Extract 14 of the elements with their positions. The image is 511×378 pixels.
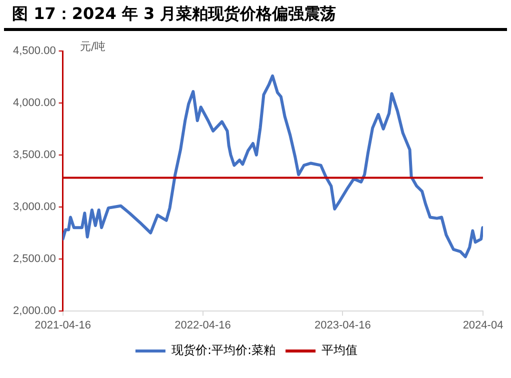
- y-axis-title: 元/吨: [80, 39, 106, 54]
- y-tick-label: 3,000.00: [12, 200, 56, 213]
- x-tick-label: 2021-04-16: [34, 319, 91, 332]
- y-tick-label: 4,500.00: [12, 45, 56, 58]
- y-tick-label: 4,000.00: [12, 96, 56, 109]
- legend-label: 平均值: [322, 343, 358, 358]
- x-tick-label: 2023-04-16: [314, 319, 371, 332]
- legend-label: 现货价:平均价:菜粕: [171, 343, 276, 358]
- chart-title: 图 17：2024 年 3 月菜粕现货价格偏强震荡: [4, 0, 507, 31]
- y-tick-label: 2,000.00: [12, 304, 56, 317]
- y-tick-label: 2,500.00: [12, 252, 56, 265]
- x-tick-label: 2024-04: [462, 319, 504, 332]
- x-tick-label: 2022-04-16: [174, 319, 231, 332]
- y-tick-label: 3,500.00: [12, 148, 56, 161]
